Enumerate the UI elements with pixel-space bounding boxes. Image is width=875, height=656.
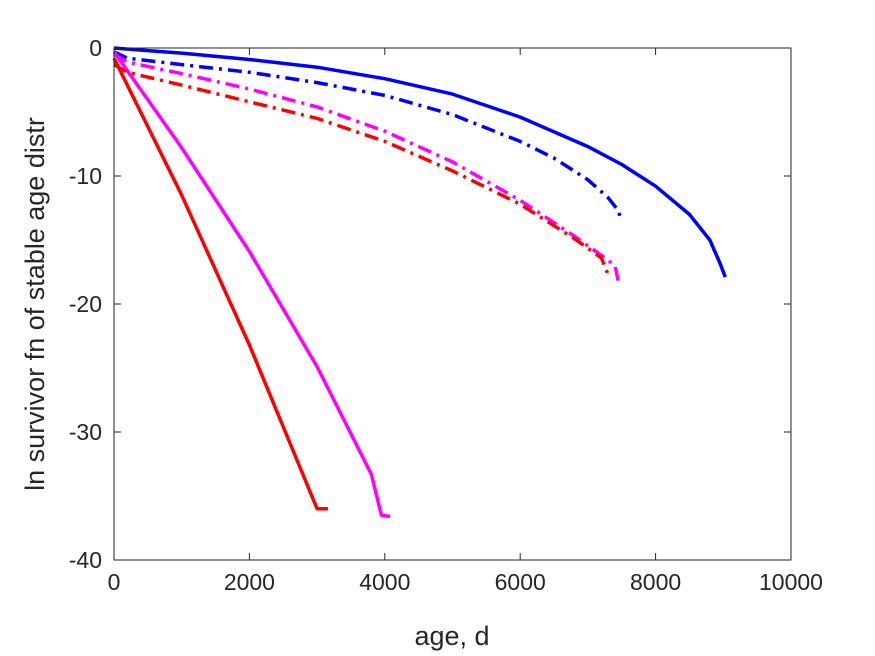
- series-line-4: [112, 57, 328, 511]
- y-tick-label: 0: [89, 35, 102, 61]
- x-tick-label: 4000: [359, 569, 410, 595]
- y-tick-label: -30: [69, 419, 102, 445]
- y-tick-label: -20: [69, 291, 102, 317]
- x-tick-label: 6000: [495, 569, 546, 595]
- series-layer: [112, 46, 727, 519]
- x-tick-label: 2000: [224, 569, 275, 595]
- series-line-2: [112, 50, 391, 519]
- y-tick-label: -40: [69, 547, 102, 573]
- y-tick-label: -10: [69, 163, 102, 189]
- x-tick-label: 10000: [759, 569, 823, 595]
- x-axis-label: age, d: [414, 621, 489, 651]
- y-axis-label: ln survivor fn of stable age distr: [20, 117, 50, 491]
- series-line-3: [113, 52, 621, 286]
- x-tick-label: 8000: [630, 569, 681, 595]
- plot-background: [114, 48, 791, 560]
- x-tick-label: 0: [108, 569, 121, 595]
- tick-layer: 0 2000 4000 6000 8000 10000 0 -10 -20 -30 -40: [69, 35, 823, 595]
- series-line-1: [113, 50, 623, 219]
- series-line-5: [113, 63, 612, 280]
- series-line-0: [113, 46, 727, 278]
